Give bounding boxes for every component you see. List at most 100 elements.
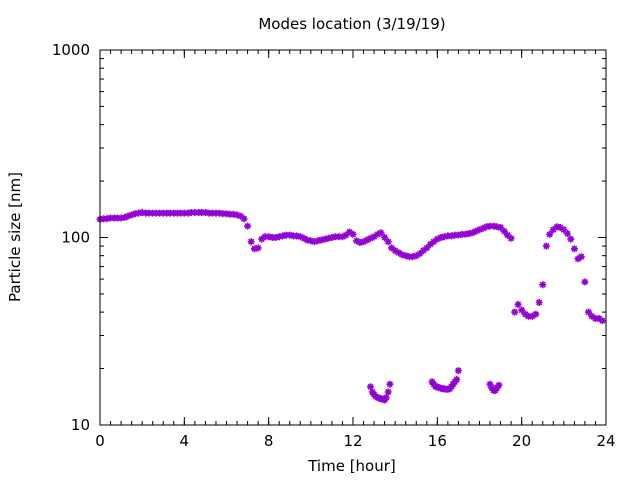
x-axis-title: Time [hour] [307, 457, 396, 475]
data-point [128, 211, 136, 219]
data-point [563, 230, 571, 237]
data-point [433, 235, 441, 243]
data-point [528, 312, 536, 320]
data-point [377, 229, 385, 237]
data-points [96, 209, 606, 404]
data-point [367, 234, 374, 242]
data-point [535, 299, 543, 306]
data-point [386, 380, 394, 388]
data-point [598, 317, 606, 325]
data-point [180, 209, 188, 217]
data-point [577, 253, 585, 261]
data-point [198, 209, 206, 216]
data-point [384, 388, 392, 396]
x-tick-label: 16 [428, 432, 447, 450]
data-point [166, 209, 174, 217]
data-point [398, 251, 406, 259]
data-point [374, 230, 382, 238]
data-point [461, 230, 469, 238]
data-point [272, 234, 280, 241]
data-point [223, 210, 230, 218]
data-point [514, 300, 522, 308]
data-point [370, 233, 378, 241]
data-point [495, 381, 503, 389]
data-point [409, 253, 417, 261]
x-axis: 0 4 8 12 16 20 24 [95, 50, 616, 450]
data-point [560, 226, 568, 234]
data-point [532, 310, 540, 318]
data-point [149, 209, 157, 217]
data-point [328, 234, 336, 241]
data-point [247, 238, 255, 246]
x-tick-label: 4 [180, 432, 190, 450]
data-point [307, 237, 315, 245]
data-point [339, 233, 346, 241]
data-point [381, 234, 389, 241]
data-point [156, 209, 164, 217]
data-point [476, 226, 483, 234]
data-point [500, 227, 508, 235]
data-point [342, 231, 350, 239]
data-point [124, 212, 132, 220]
data-point [416, 250, 424, 258]
data-point [391, 247, 399, 255]
data-point [233, 211, 241, 219]
data-point [574, 255, 582, 263]
y-tick-label: 10 [71, 416, 90, 434]
data-point [296, 233, 304, 241]
data-point [521, 310, 529, 318]
data-point [177, 209, 185, 217]
data-point [138, 209, 146, 216]
data-point [511, 308, 519, 316]
data-point [384, 238, 392, 246]
data-point [479, 224, 487, 232]
data-point [324, 234, 332, 242]
data-point [117, 214, 125, 222]
data-point [437, 234, 445, 241]
data-point [314, 237, 322, 245]
data-point [570, 245, 578, 253]
data-point [507, 234, 515, 242]
data-point [402, 252, 410, 260]
data-point [382, 394, 390, 402]
data-point [363, 236, 371, 244]
chart-title: Modes location (3/19/19) [258, 15, 445, 33]
data-point [275, 233, 283, 241]
data-point [419, 247, 427, 255]
data-point [317, 236, 325, 244]
x-tick-label: 12 [343, 432, 362, 450]
data-point [497, 224, 505, 231]
data-point [451, 231, 459, 239]
data-point [121, 213, 129, 221]
data-point [423, 244, 431, 252]
data-point [237, 212, 245, 220]
data-point [201, 209, 209, 216]
data-point [472, 227, 480, 235]
y-tick-label: 100 [61, 229, 90, 247]
data-point [453, 375, 461, 383]
data-point [219, 210, 227, 218]
data-point [107, 214, 114, 222]
data-point [251, 245, 258, 253]
data-point [360, 238, 367, 246]
data-point [518, 306, 526, 314]
data-point [539, 281, 547, 289]
x-tick-label: 8 [264, 432, 274, 450]
x-tick-label: 24 [596, 432, 615, 450]
data-point [395, 249, 403, 257]
data-point [493, 223, 501, 231]
data-point [556, 224, 564, 231]
data-point [356, 239, 364, 246]
data-point [114, 214, 121, 222]
data-point [430, 238, 438, 246]
data-point [254, 244, 262, 252]
data-point [335, 233, 343, 241]
data-point [549, 226, 557, 234]
data-point [469, 229, 476, 237]
data-point [191, 209, 199, 216]
data-point [303, 236, 311, 244]
data-point [208, 209, 216, 217]
data-point [504, 231, 511, 239]
data-point [588, 312, 596, 320]
